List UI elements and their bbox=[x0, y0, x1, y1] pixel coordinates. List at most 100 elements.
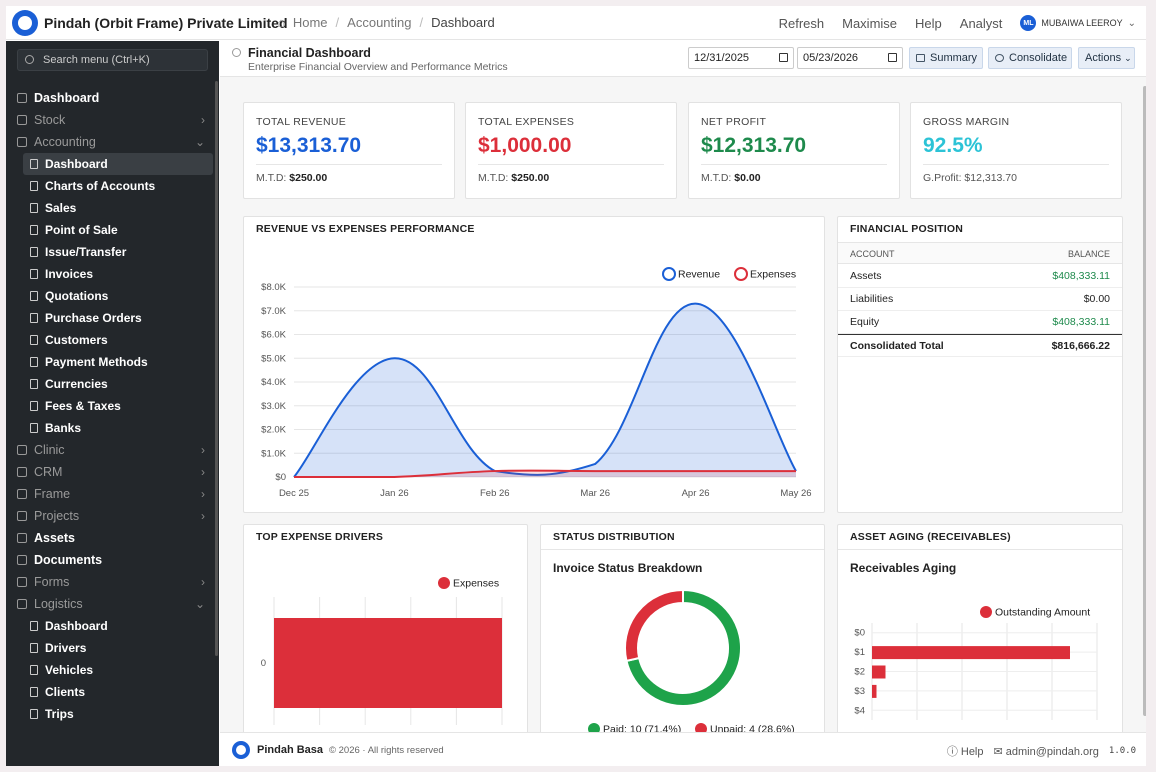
financial-position-title: FINANCIAL POSITION bbox=[850, 223, 964, 235]
sidebar-item[interactable]: Payment Methods bbox=[6, 351, 219, 373]
breadcrumb-home[interactable]: Home bbox=[292, 15, 328, 30]
sidebar-item[interactable]: Quotations bbox=[6, 285, 219, 307]
sidebar-item-label: Invoices bbox=[45, 267, 94, 281]
sidebar-item[interactable]: Charts of Accounts bbox=[6, 175, 219, 197]
main-content: Financial Dashboard Enterprise Financial… bbox=[220, 41, 1146, 732]
refresh-link[interactable]: Refresh bbox=[778, 15, 825, 31]
help-link[interactable]: Help bbox=[915, 15, 942, 31]
legend-swatch bbox=[662, 267, 676, 281]
kpi-value: $12,313.70 bbox=[701, 134, 807, 157]
kpi-footer-value: $250.00 bbox=[511, 172, 550, 184]
x-tick-label: 500 bbox=[909, 731, 925, 732]
status-distribution-card: STATUS DISTRIBUTION Invoice Status Break… bbox=[540, 524, 825, 732]
main-scrollbar[interactable] bbox=[1143, 86, 1146, 716]
document-icon bbox=[30, 203, 38, 213]
x-tick-label: May 26 bbox=[780, 488, 811, 499]
top-nav: Refresh Maximise Help Analyst ML MUBAIWA… bbox=[779, 15, 1136, 31]
sidebar-item[interactable]: Purchase Orders bbox=[6, 307, 219, 329]
date-from-input[interactable]: 12/31/2025 bbox=[688, 47, 794, 69]
search-input[interactable]: Search menu (Ctrl+K) bbox=[17, 49, 208, 71]
sidebar-item[interactable]: Invoices bbox=[6, 263, 219, 285]
sidebar-item-label: Clients bbox=[45, 685, 86, 699]
sidebar-item[interactable]: Clinic › bbox=[6, 439, 219, 461]
kpi-footer: G.Profit: $12,313.70 bbox=[923, 172, 1017, 184]
breadcrumb-separator: / bbox=[419, 15, 424, 30]
breadcrumb-accounting[interactable]: Accounting bbox=[347, 15, 412, 30]
x-tick-label: 2500 bbox=[1086, 731, 1107, 732]
page-header: Financial Dashboard Enterprise Financial… bbox=[220, 41, 1146, 77]
sidebar-item-label: Stock bbox=[34, 113, 66, 127]
sidebar-item[interactable]: Frame › bbox=[6, 483, 219, 505]
actions-button[interactable]: Actions ⌄ bbox=[1078, 47, 1135, 69]
total-label: Consolidated Total bbox=[850, 340, 944, 352]
y-tick-label: $1 bbox=[854, 647, 865, 658]
help-footer-link[interactable]: ⓘ Help bbox=[947, 743, 984, 759]
summary-label: Summary bbox=[930, 52, 978, 64]
y-tick-label: 0 bbox=[261, 658, 266, 669]
sidebar-item[interactable]: Dashboard bbox=[6, 615, 219, 637]
account-cell: Assets bbox=[850, 270, 882, 282]
sidebar-item[interactable]: Dashboard bbox=[23, 153, 213, 175]
sidebar-item[interactable]: Banks bbox=[6, 417, 219, 439]
maximise-link[interactable]: Maximise bbox=[842, 15, 898, 31]
document-icon bbox=[30, 159, 38, 169]
brand-logo-icon[interactable] bbox=[12, 10, 38, 36]
sidebar-item[interactable]: Trips bbox=[6, 703, 219, 725]
legend-swatch bbox=[980, 606, 992, 618]
sidebar-item-label: Logistics bbox=[34, 597, 83, 611]
users-icon bbox=[17, 467, 27, 477]
sidebar-item[interactable]: Accounting ⌄ bbox=[6, 131, 219, 153]
sidebar-item[interactable]: Projects › bbox=[6, 505, 219, 527]
sidebar: Search menu (Ctrl+K) Dashboard Stock › Acco… bbox=[6, 41, 219, 766]
balance-cell: $408,333.11 bbox=[1052, 316, 1110, 328]
search-icon bbox=[25, 55, 34, 64]
chevron-down-icon: ⌄ bbox=[1124, 53, 1132, 63]
kpi-value: $13,313.70 bbox=[256, 134, 362, 157]
sidebar-item[interactable]: Clients bbox=[6, 681, 219, 703]
legend-label: Unpaid: 4 (28.6%) bbox=[710, 724, 795, 733]
sidebar-item[interactable]: Vehicles bbox=[6, 659, 219, 681]
sidebar-item[interactable]: Dashboard bbox=[6, 87, 219, 109]
sidebar-item[interactable]: Point of Sale bbox=[6, 219, 219, 241]
balance-cell: $408,333.11 bbox=[1052, 270, 1110, 282]
sidebar-item[interactable]: Assets bbox=[6, 527, 219, 549]
sidebar-item[interactable]: CRM › bbox=[6, 461, 219, 483]
y-tick-label: $7.0K bbox=[261, 306, 286, 317]
user-menu[interactable]: ML MUBAIWA LEEROY ⌄ bbox=[1020, 15, 1136, 31]
x-tick-label: Feb 26 bbox=[480, 488, 510, 499]
sidebar-item[interactable]: Documents bbox=[6, 549, 219, 571]
sidebar-item-label: Payment Methods bbox=[45, 355, 148, 369]
sidebar-scrollbar[interactable] bbox=[215, 81, 218, 656]
sidebar-item[interactable]: Drivers bbox=[6, 637, 219, 659]
sidebar-item[interactable]: Issue/Transfer bbox=[6, 241, 219, 263]
sidebar-item[interactable]: Customers bbox=[6, 329, 219, 351]
summary-icon bbox=[916, 54, 925, 62]
kpi-card: GROSS MARGIN 92.5% G.Profit: $12,313.70 bbox=[910, 102, 1122, 199]
x-tick-label: 1000 bbox=[951, 731, 972, 732]
sidebar-item[interactable]: Sales bbox=[6, 197, 219, 219]
sidebar-item[interactable]: Currencies bbox=[6, 373, 219, 395]
chevron-right-icon: › bbox=[201, 487, 205, 501]
home-icon[interactable]: ⌂ bbox=[277, 15, 285, 30]
x-tick-label: Jan 26 bbox=[380, 488, 409, 499]
consolidate-button[interactable]: Consolidate bbox=[988, 47, 1072, 69]
kpi-footer: M.T.D: $0.00 bbox=[701, 172, 761, 184]
email-link[interactable]: ✉ admin@pindah.org bbox=[994, 745, 1099, 758]
summary-button[interactable]: Summary bbox=[909, 47, 983, 69]
user-name: MUBAIWA LEEROY bbox=[1041, 18, 1123, 28]
analyst-link[interactable]: Analyst bbox=[959, 15, 1003, 31]
y-tick-label: $0 bbox=[275, 472, 286, 483]
col-balance: BALANCE bbox=[1067, 249, 1110, 259]
sidebar-item-label: CRM bbox=[34, 465, 63, 479]
sidebar-item-label: Projects bbox=[34, 509, 80, 523]
page-subtitle: Enterprise Financial Overview and Perfor… bbox=[248, 61, 508, 73]
kpi-label: NET PROFIT bbox=[701, 116, 767, 128]
y-tick-label: $2.0K bbox=[261, 425, 286, 436]
sidebar-item[interactable]: Logistics ⌄ bbox=[6, 593, 219, 615]
sidebar-item[interactable]: Stock › bbox=[6, 109, 219, 131]
sidebar-item[interactable]: Forms › bbox=[6, 571, 219, 593]
chart-title: ASSET AGING (RECEIVABLES) bbox=[850, 531, 1011, 543]
sidebar-item[interactable]: Fees & Taxes bbox=[6, 395, 219, 417]
date-to-input[interactable]: 05/23/2026 bbox=[797, 47, 903, 69]
chevron-down-icon: ⌄ bbox=[1127, 17, 1136, 29]
